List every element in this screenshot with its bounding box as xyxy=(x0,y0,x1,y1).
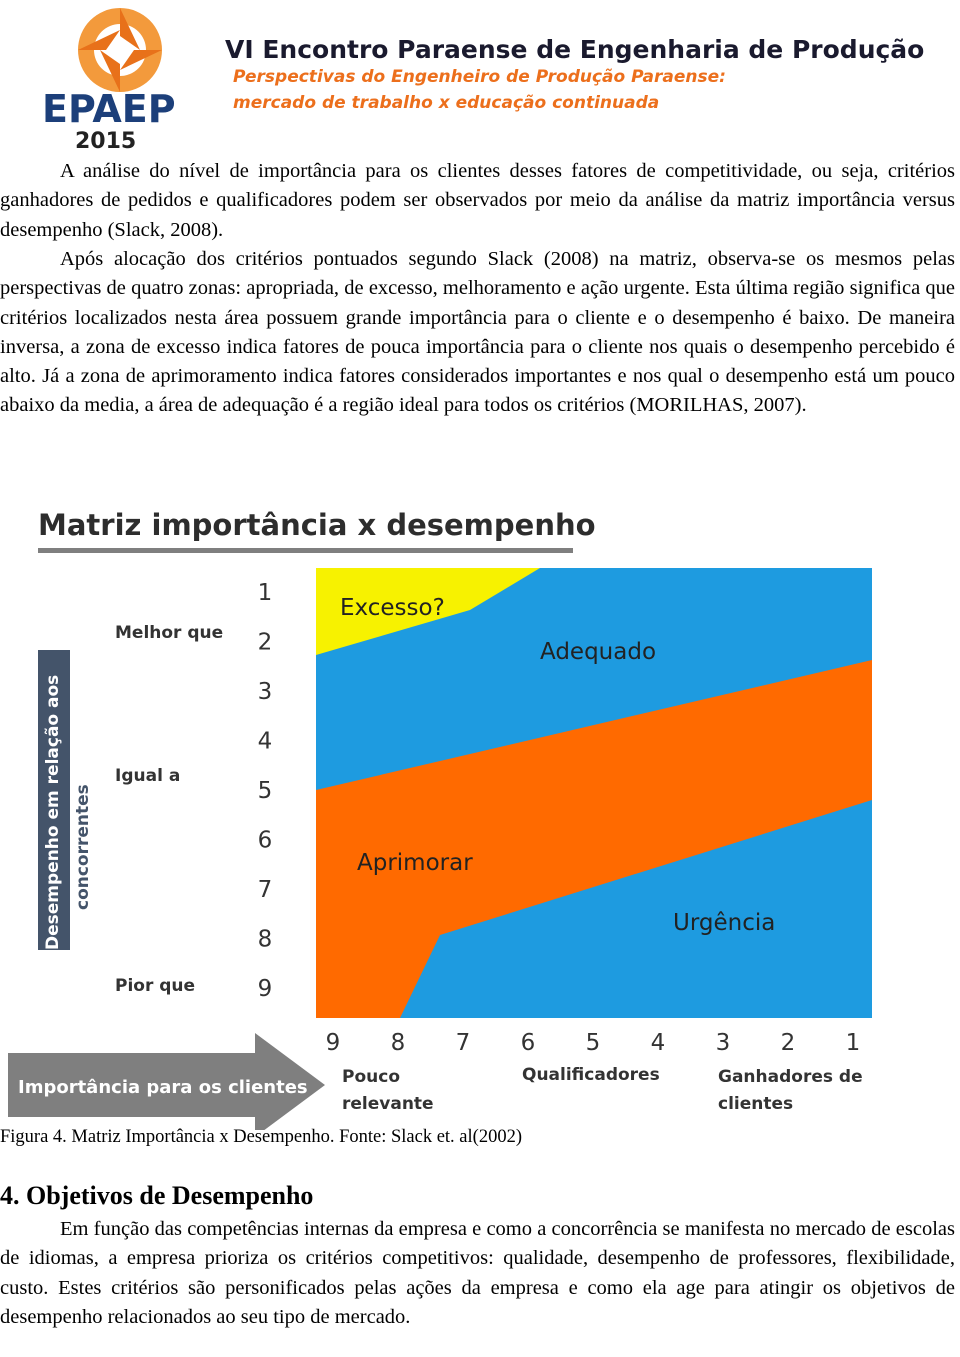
x-number: 3 xyxy=(716,1030,731,1056)
zone-label: Urgência xyxy=(673,910,775,936)
y-number: 8 xyxy=(258,927,273,953)
x-label: Pouco xyxy=(342,1067,400,1087)
section-heading: 4. Objetivos de Desempenho xyxy=(0,1181,314,1210)
zone-label: Excesso? xyxy=(340,595,445,621)
x-axis-title: Importância para os clientes xyxy=(18,1077,308,1098)
x-number: 1 xyxy=(846,1030,861,1056)
event-title: VI Encontro Paraense de Engenharia de Pr… xyxy=(225,35,924,64)
x-axis-arrow xyxy=(8,1033,325,1130)
x-number: 6 xyxy=(521,1030,536,1056)
event-subtitle: Perspectivas do Engenheiro de Produção P… xyxy=(233,67,726,87)
zone-area xyxy=(316,568,540,655)
x-number: 5 xyxy=(586,1030,601,1056)
zone-label: Adequado xyxy=(540,639,656,665)
x-label: Qualificadores xyxy=(522,1065,660,1085)
y-label: Pior que xyxy=(115,976,195,996)
x-number: 8 xyxy=(391,1030,406,1056)
event-subtitle: mercado de trabalho x educação continuad… xyxy=(233,93,659,113)
paragraph: Em função das competências internas da e… xyxy=(0,1218,955,1328)
zone-label: Aprimorar xyxy=(357,850,473,876)
y-number: 5 xyxy=(258,778,273,804)
y-label: Melhor que xyxy=(115,623,223,643)
y-label: Igual a xyxy=(115,766,180,786)
figure-caption: Figura 4. Matriz Importância x Desempenh… xyxy=(0,1127,522,1147)
x-label: relevante xyxy=(342,1094,434,1114)
x-number: 9 xyxy=(326,1030,341,1056)
x-label: clientes xyxy=(718,1094,793,1114)
y-number: 2 xyxy=(258,630,273,656)
logo-year: 2015 xyxy=(75,129,136,154)
figure: Matriz importância x desempenho Excesso?… xyxy=(5,505,873,1130)
y-number: 4 xyxy=(258,729,273,755)
y-axis-bar xyxy=(38,650,70,950)
title-underline xyxy=(38,548,573,553)
y-number: 6 xyxy=(258,828,273,854)
y-axis-title: concorrentes xyxy=(73,784,93,910)
y-number: 1 xyxy=(258,580,273,606)
header: EPAEP 2015 VI Encontro Paraense de Engen… xyxy=(42,8,924,154)
paragraph: A análise do nível de importância para o… xyxy=(0,160,955,241)
y-number: 7 xyxy=(258,877,273,903)
logo-text: EPAEP xyxy=(42,87,176,131)
x-number: 2 xyxy=(781,1030,796,1056)
y-number: 9 xyxy=(258,976,273,1002)
x-label: Ganhadores de xyxy=(718,1067,863,1087)
zone-area xyxy=(316,660,872,1018)
logo-mark xyxy=(78,8,162,92)
y-number: 3 xyxy=(258,679,273,705)
x-number: 7 xyxy=(456,1030,471,1056)
y-axis-title: Desempenho em relação aos xyxy=(43,675,63,950)
figure-title: Matriz importância x desempenho xyxy=(38,508,596,542)
x-number: 4 xyxy=(651,1030,666,1056)
paragraph: Após alocação dos critérios pontuados se… xyxy=(0,248,955,417)
